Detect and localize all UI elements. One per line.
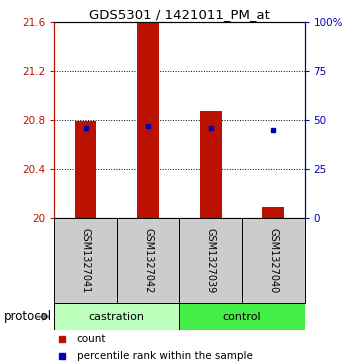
Text: count: count xyxy=(77,334,106,344)
Bar xyxy=(179,218,242,303)
Bar xyxy=(117,218,179,303)
Text: percentile rank within the sample: percentile rank within the sample xyxy=(77,351,253,361)
Bar xyxy=(262,207,284,218)
Text: GSM1327041: GSM1327041 xyxy=(80,228,91,293)
Title: GDS5301 / 1421011_PM_at: GDS5301 / 1421011_PM_at xyxy=(89,8,270,21)
Text: GSM1327039: GSM1327039 xyxy=(206,228,216,293)
Bar xyxy=(137,22,159,218)
Bar xyxy=(54,218,117,303)
Text: GSM1327040: GSM1327040 xyxy=(268,228,278,293)
Text: protocol: protocol xyxy=(4,310,52,323)
Bar xyxy=(75,121,97,218)
Bar xyxy=(242,218,304,303)
Bar xyxy=(54,303,179,330)
Text: control: control xyxy=(223,312,261,322)
Text: castration: castration xyxy=(89,312,145,322)
Bar xyxy=(179,303,304,330)
Bar xyxy=(200,111,222,218)
Text: GSM1327042: GSM1327042 xyxy=(143,228,153,293)
